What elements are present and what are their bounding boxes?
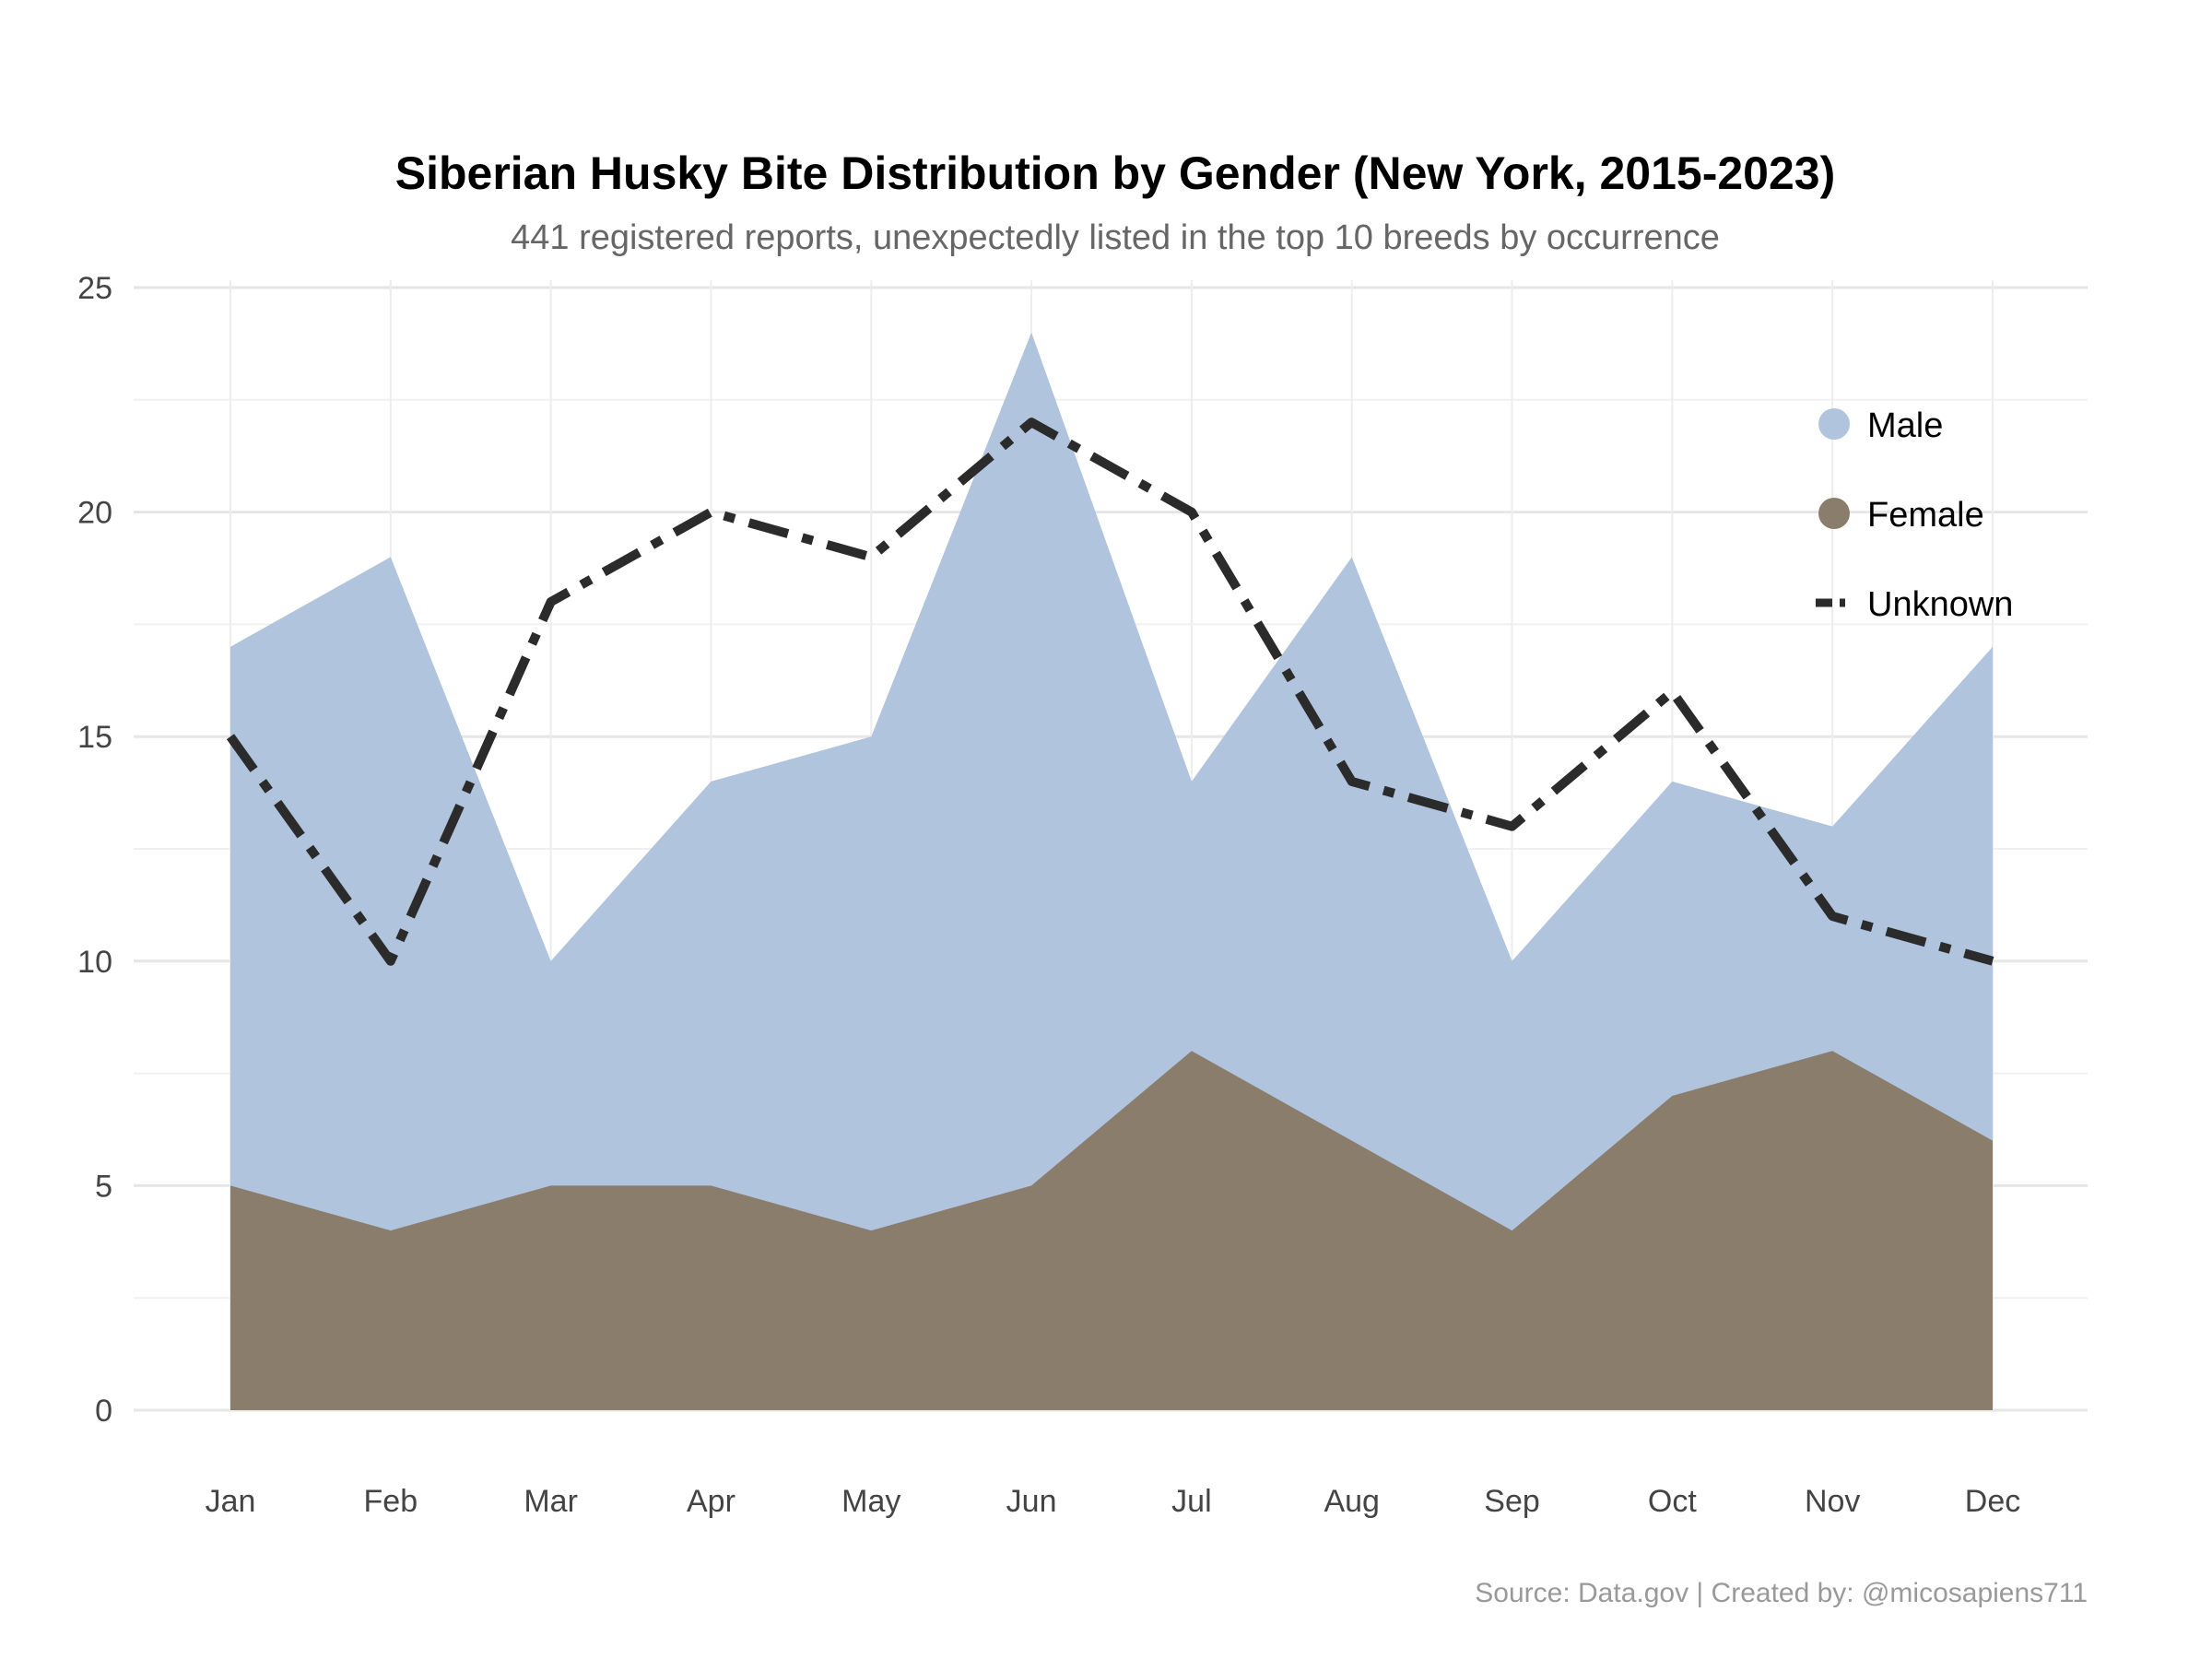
legend-label-male: Male (1867, 406, 1943, 445)
y-axis: 0 5 10 15 20 25 (77, 271, 112, 1429)
x-tick-label: Sep (1484, 1484, 1540, 1519)
y-tick-label: 20 (77, 496, 112, 531)
x-axis: Jan Feb Mar Apr May Jun Jul Aug Sep Oct Nov Dec (206, 1484, 2021, 1519)
area-male (230, 332, 1993, 1411)
x-tick-label: Oct (1648, 1484, 1697, 1519)
area-female (230, 1051, 1993, 1410)
line-layer (226, 418, 1994, 966)
legend-label-female: Female (1867, 496, 1984, 535)
y-tick-label: 25 (77, 271, 112, 306)
line-unknown (226, 418, 1994, 966)
x-tick-label: Jan (206, 1484, 256, 1519)
x-tick-label: Feb (364, 1484, 418, 1519)
x-tick-label: Apr (687, 1484, 735, 1519)
y-tick-label: 10 (77, 945, 112, 980)
x-tick-label: Mar (524, 1484, 578, 1519)
x-tick-label: Jun (1006, 1484, 1057, 1519)
legend-label-unknown: Unknown (1867, 585, 2013, 624)
x-tick-label: Aug (1324, 1484, 1380, 1519)
y-tick-label: 15 (77, 720, 112, 755)
legend: Male Female Unknown (1816, 406, 2013, 624)
x-tick-label: May (841, 1484, 900, 1519)
y-tick-label: 0 (95, 1394, 112, 1429)
legend-key-male (1818, 408, 1850, 440)
x-tick-label: Nov (1805, 1484, 1860, 1519)
chart-subtitle: 441 registered reports, unexpectedly lis… (511, 218, 1720, 257)
area-layer (230, 332, 1993, 1411)
chart-caption: Source: Data.gov | Created by: @micosapi… (1475, 1578, 2088, 1608)
y-tick-label: 5 (95, 1169, 112, 1204)
x-tick-label: Jul (1171, 1484, 1211, 1519)
x-tick-label: Dec (1965, 1484, 2020, 1519)
chart-title: Siberian Husky Bite Distribution by Gend… (395, 147, 1836, 199)
legend-key-female (1818, 498, 1850, 529)
